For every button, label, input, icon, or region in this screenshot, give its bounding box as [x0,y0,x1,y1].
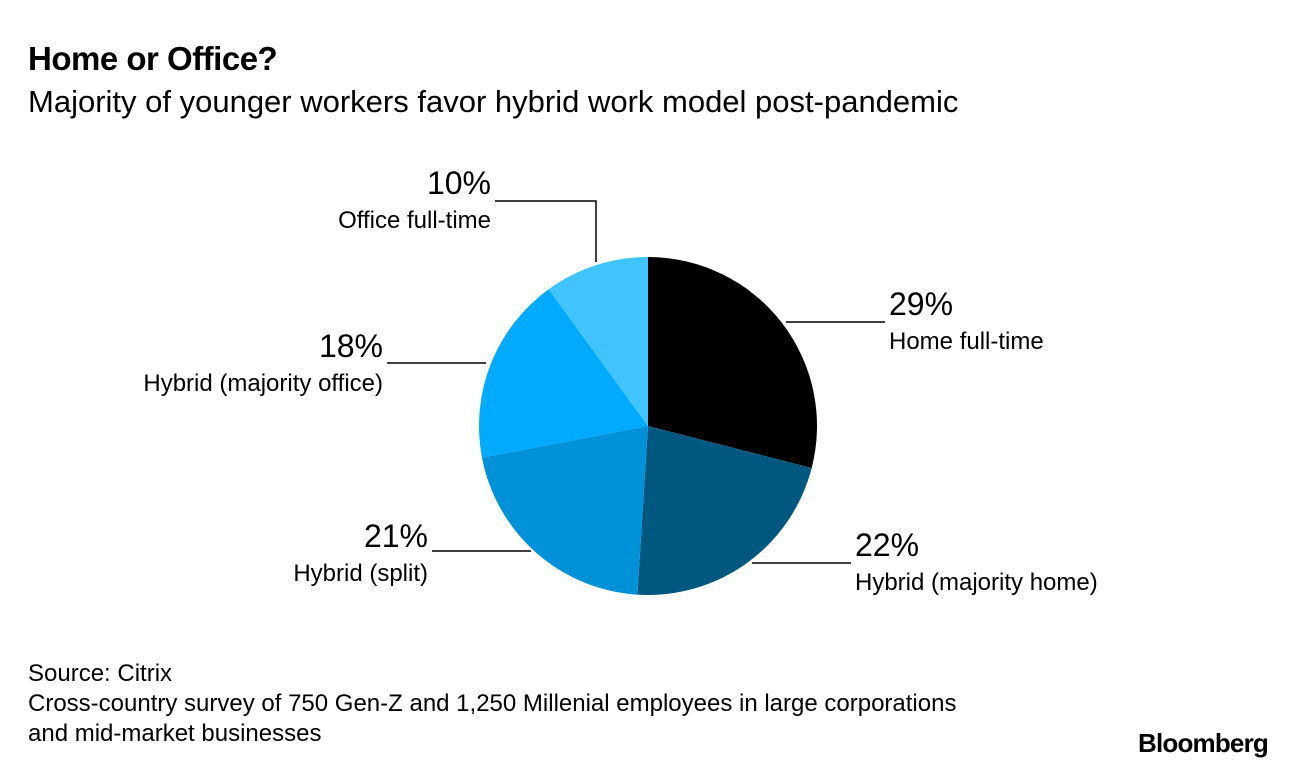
source-note: Source: Citrix [28,660,173,687]
slice-value-label: 29% [889,286,953,322]
leader-lines [387,200,885,564]
slice-labels: 29% Home full-time 22% Hybrid (majority hom… [143,165,1097,596]
pie-slice-office-full-time [548,257,648,426]
slice-category-label: Office full-time [338,207,491,234]
pie-slice-hybrid-majority-home [637,426,812,596]
pie-slice-hybrid-split [481,426,648,595]
slice-category-label: Hybrid (majority office) [143,370,383,397]
survey-note: Cross-country survey of 750 Gen-Z and 1,… [28,690,957,747]
slice-value-label: 18% [319,328,383,364]
slice-value-label: 22% [855,527,919,563]
pie-slices [478,257,817,596]
slice-value-label: 10% [427,165,491,201]
slice-category-label: Home full-time [889,328,1044,355]
bloomberg-logo: Bloomberg [1137,728,1269,758]
leader-line [495,200,597,262]
pie-slice-home-full-time [648,257,817,469]
slice-value-label: 21% [364,518,428,554]
slice-category-label: Hybrid (majority home) [855,569,1098,596]
chart-subtitle: Majority of younger workers favor hybrid… [28,84,959,119]
chart-title: Home or Office? [28,40,278,77]
pie-slice-hybrid-majority-office [478,289,648,458]
slice-category-label: Hybrid (split) [293,560,428,587]
